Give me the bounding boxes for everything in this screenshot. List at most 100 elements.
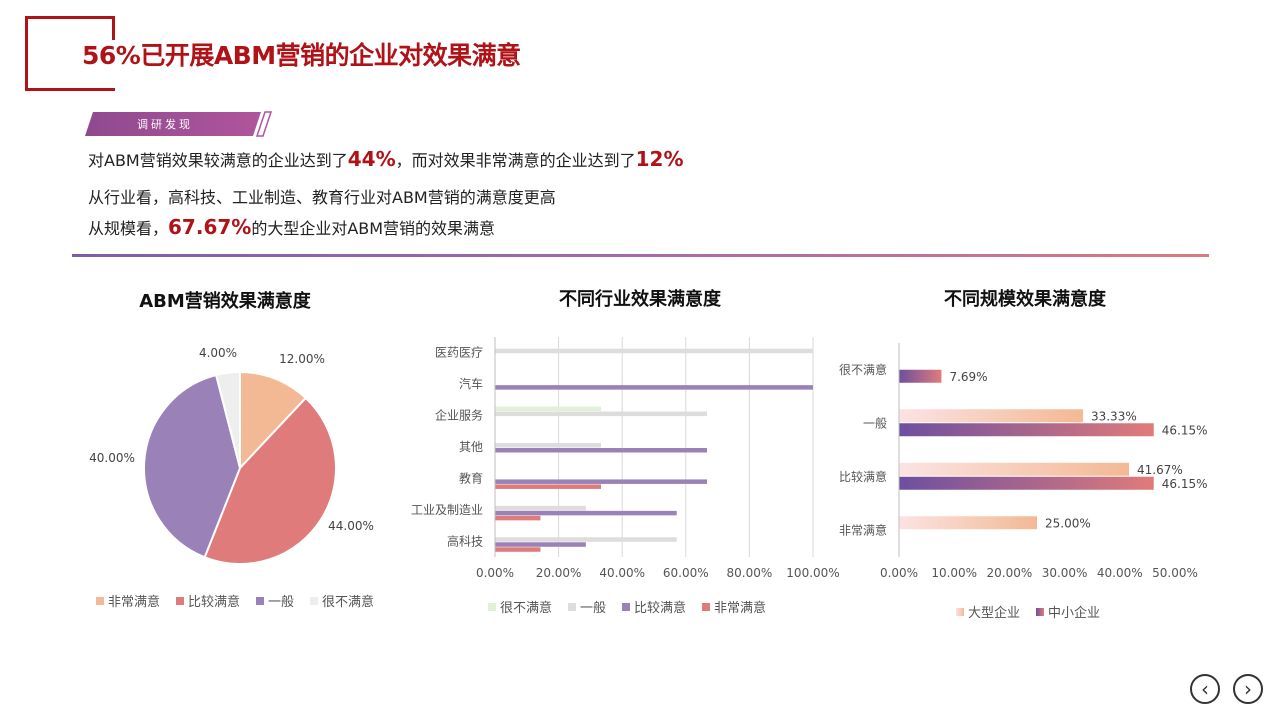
size-bar-chart: 0.00% 10.00% 20.00% 30.00% 40.00% 50.00% 很不满意 7… bbox=[839, 343, 1208, 580]
legend-label: 大型企业 bbox=[968, 606, 1021, 621]
industry-bar bbox=[495, 505, 586, 511]
findings-badge-label: 调研发现 bbox=[137, 117, 193, 131]
bar-data-label: 7.69% bbox=[949, 370, 987, 384]
legend-item: 非常满意 bbox=[702, 597, 766, 616]
bar-data-label: 41.67% bbox=[1137, 463, 1183, 477]
legend-label: 非常满意 bbox=[714, 601, 767, 616]
legend-swatch bbox=[702, 602, 711, 611]
y-category-label: 企业服务 bbox=[435, 408, 483, 423]
y-category-label: 一般 bbox=[863, 415, 887, 430]
legend-item: 一般 bbox=[568, 597, 606, 616]
pie-chart-title: ABM营销效果满意度 bbox=[139, 291, 311, 312]
legend-item: 比较满意 bbox=[622, 597, 686, 616]
legend-label: 中小企业 bbox=[1048, 606, 1101, 621]
size-bar bbox=[899, 423, 1154, 437]
industry-bar bbox=[495, 411, 708, 417]
legend-label: 比较满意 bbox=[188, 595, 241, 610]
page-title: 56%已开展ABM营销的企业对效果满意 bbox=[82, 41, 521, 70]
finding-line-2: 从行业看，高科技、工业制造、教育行业对ABM营销的满意度更高 bbox=[88, 188, 556, 207]
size-chart-title: 不同规模效果满意度 bbox=[944, 289, 1106, 310]
industry-legend: 很不满意 一般 比较满意 非常满意 bbox=[488, 597, 766, 616]
industry-bar bbox=[495, 537, 677, 542]
y-category-label: 教育 bbox=[459, 470, 483, 485]
legend-item: 非常满意 bbox=[96, 591, 160, 610]
industry-bar bbox=[495, 484, 601, 489]
y-category-label: 比较满意 bbox=[839, 469, 887, 484]
legend-label: 很不满意 bbox=[322, 595, 375, 610]
legend-label: 一般 bbox=[580, 601, 607, 616]
pie-data-label: 12.00% bbox=[279, 352, 325, 366]
size-bar bbox=[899, 409, 1083, 423]
industry-bar bbox=[495, 348, 813, 354]
x-tick-label: 60.00% bbox=[663, 566, 709, 580]
finding-1-value-b: 12% bbox=[635, 147, 684, 171]
bar-data-label: 25.00% bbox=[1045, 516, 1091, 530]
y-category-label: 其他 bbox=[459, 440, 483, 454]
legend-swatch bbox=[622, 602, 631, 611]
finding-1-text-b: ，而对效果非常满意的企业达到了 bbox=[395, 151, 636, 170]
pie-slice bbox=[143, 373, 242, 559]
pie-chart: 12.00% 44.00% 40.00% 4.00% bbox=[89, 346, 374, 565]
legend-item: 大型企业 bbox=[956, 602, 1020, 621]
pie-slice bbox=[203, 396, 337, 565]
pie-legend: 非常满意 比较满意 一般 很不满意 bbox=[96, 591, 374, 610]
prev-page-button[interactable]: ‹ bbox=[1190, 674, 1220, 704]
chevron-right-icon: › bbox=[1244, 677, 1252, 701]
legend-swatch bbox=[488, 602, 496, 611]
industry-bar bbox=[495, 443, 601, 448]
y-category-label: 高科技 bbox=[447, 533, 483, 548]
bar-data-label: 33.33% bbox=[1091, 409, 1137, 423]
legend-swatch bbox=[310, 596, 319, 605]
legend-label: 一般 bbox=[268, 595, 295, 610]
chevron-left-icon: ‹ bbox=[1201, 677, 1209, 701]
legend-swatch bbox=[568, 602, 577, 611]
x-tick-label: 30.00% bbox=[1042, 566, 1088, 580]
industry-chart-title: 不同行业效果满意度 bbox=[559, 289, 721, 310]
finding-3-value: 67.67% bbox=[168, 215, 252, 239]
legend-item: 中小企业 bbox=[1036, 602, 1100, 621]
y-category-label: 医药医疗 bbox=[435, 346, 483, 360]
industry-bar bbox=[495, 406, 601, 412]
pie-data-label: 44.00% bbox=[328, 519, 374, 533]
size-bar bbox=[899, 369, 942, 383]
industry-bar bbox=[495, 542, 586, 547]
industry-bar bbox=[495, 515, 541, 521]
legend-item: 一般 bbox=[256, 591, 294, 610]
section-divider bbox=[72, 254, 1209, 257]
findings-badge: 调研发现 bbox=[85, 111, 275, 137]
x-tick-label: 20.00% bbox=[987, 566, 1033, 580]
legend-swatch bbox=[1036, 607, 1045, 616]
legend-item: 很不满意 bbox=[310, 591, 374, 610]
findings-badge-shape: 调研发现 bbox=[85, 111, 273, 137]
x-tick-label: 40.00% bbox=[1097, 566, 1143, 580]
y-category-label: 汽车 bbox=[459, 376, 483, 391]
x-tick-label: 0.00% bbox=[476, 566, 514, 580]
industry-bar-chart: 0.00% 20.00% 40.00% 60.00% 80.00% 100.00% 医药医疗… bbox=[411, 337, 840, 580]
x-tick-label: 20.00% bbox=[536, 566, 582, 580]
industry-bar bbox=[495, 479, 708, 484]
industry-bar bbox=[495, 510, 677, 516]
next-page-button[interactable]: › bbox=[1233, 674, 1263, 704]
size-bar bbox=[899, 476, 1154, 490]
legend-item: 比较满意 bbox=[176, 591, 240, 610]
legend-item: 很不满意 bbox=[488, 597, 552, 616]
legend-swatch bbox=[956, 607, 964, 616]
legend-label: 非常满意 bbox=[108, 595, 161, 610]
x-tick-label: 50.00% bbox=[1152, 566, 1198, 580]
legend-label: 比较满意 bbox=[634, 601, 687, 616]
legend-label: 很不满意 bbox=[500, 601, 553, 616]
legend-swatch bbox=[256, 596, 265, 605]
size-bar bbox=[899, 462, 1130, 476]
y-category-label: 很不满意 bbox=[839, 362, 887, 377]
x-tick-label: 100.00% bbox=[786, 566, 839, 580]
pie-slice bbox=[239, 370, 308, 471]
finding-1-value-a: 44% bbox=[347, 147, 396, 171]
finding-line-3: 从规模看，67.67%的大型企业对ABM营销的效果满意 bbox=[88, 215, 495, 239]
y-category-label: 工业及制造业 bbox=[411, 503, 483, 517]
x-tick-label: 0.00% bbox=[880, 566, 918, 580]
size-bar bbox=[899, 516, 1037, 530]
title-bracket bbox=[25, 16, 115, 91]
industry-bar bbox=[495, 448, 708, 453]
x-tick-label: 40.00% bbox=[599, 566, 645, 580]
pie-slice bbox=[214, 370, 241, 469]
